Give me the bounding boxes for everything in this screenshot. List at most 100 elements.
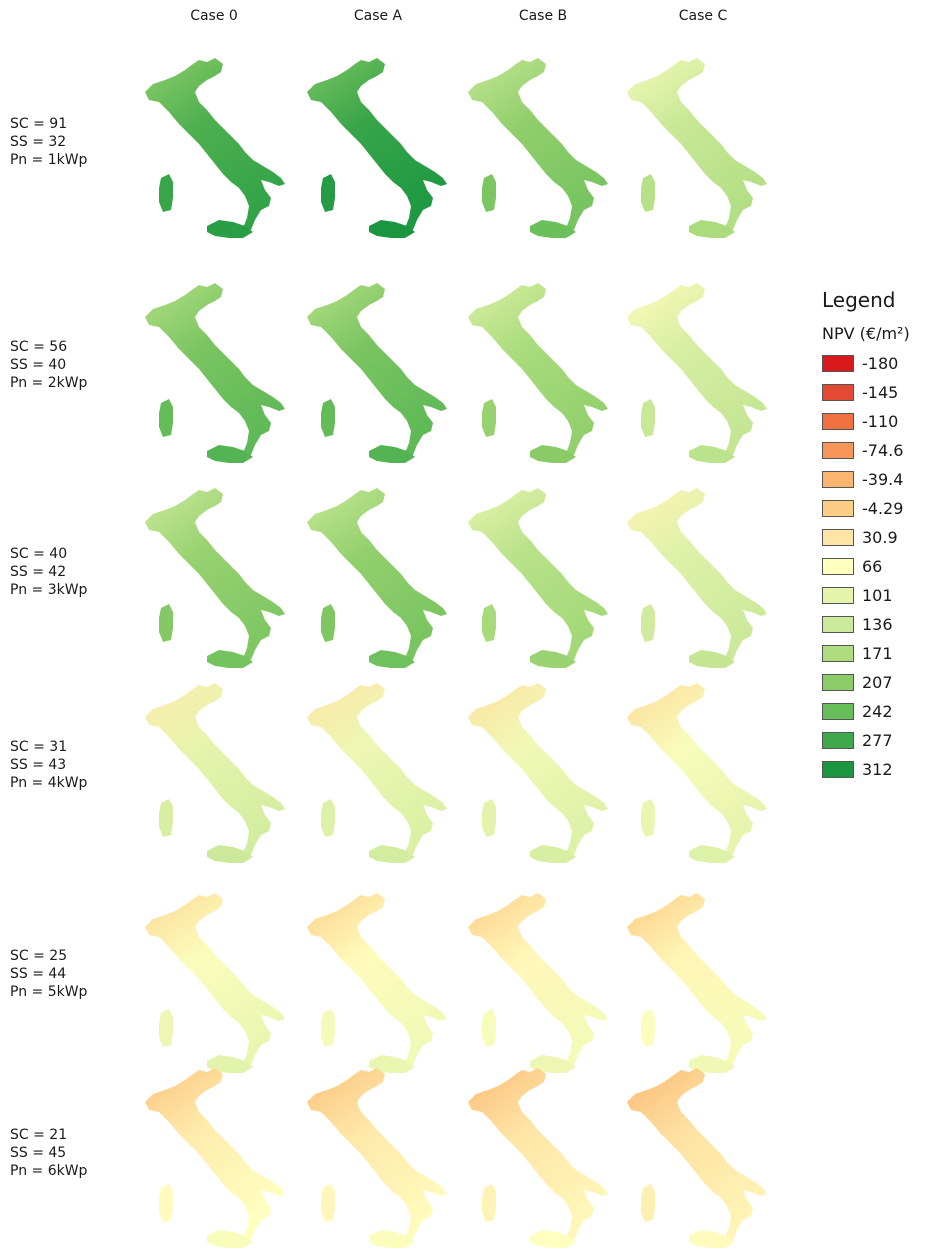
legend-swatch [822,442,854,459]
sardinia-region [159,399,173,437]
mainland-region [145,1068,285,1240]
mainland-region [468,1068,608,1240]
sicily-region [207,1230,253,1248]
sicily-region [369,220,415,238]
sicily-region [530,220,576,238]
italy-map [468,58,608,238]
legend-value: 171 [862,644,893,663]
mainland-region [307,283,447,455]
row-label-sc: SC = 91 [10,116,68,132]
legend-value: 207 [862,673,893,692]
sardinia-region [482,174,496,212]
sicily-region [689,220,735,238]
sardinia-region [641,174,655,212]
legend-swatch [822,703,854,720]
legend-swatch [822,413,854,430]
mainland-region [145,283,285,455]
row-label: SC = 31 SS = 43 Pn = 4kWp [10,738,87,792]
legend-unit: NPV (€/m²) [822,324,910,343]
mainland-region [627,1068,767,1240]
sicily-region [369,445,415,463]
sardinia-region [641,1009,655,1047]
legend-item: 136 [822,610,910,639]
legend-swatch [822,384,854,401]
row-label-ss: SS = 42 [10,564,67,580]
sardinia-region [159,1009,173,1047]
italy-map [145,1068,285,1248]
sardinia-region [482,399,496,437]
italy-map [307,683,447,863]
legend-swatch [822,587,854,604]
mainland-region [307,58,447,230]
legend-swatch [822,558,854,575]
italy-map [468,283,608,463]
mainland-region [307,893,447,1065]
row-label: SC = 40 SS = 42 Pn = 3kWp [10,545,87,599]
italy-map [468,1068,608,1248]
sardinia-region [482,1009,496,1047]
mainland-region [307,1068,447,1240]
row-label: SC = 25 SS = 44 Pn = 5kWp [10,947,87,1001]
sardinia-region [482,799,496,837]
legend-items: -180 -145 -110 -74.6 -39.4 -4.29 30.9 66 101 136 1… [822,349,910,784]
legend-swatch [822,761,854,778]
sardinia-region [482,1184,496,1222]
legend-item: 30.9 [822,523,910,552]
italy-map [627,283,767,463]
italy-map [627,893,767,1073]
sicily-region [207,1055,253,1073]
sicily-region [369,1055,415,1073]
italy-map [627,1068,767,1248]
sicily-region [689,445,735,463]
legend: Legend NPV (€/m²) -180 -145 -110 -74.6 -39.4… [822,288,910,784]
italy-map [307,488,447,668]
legend-value: -180 [862,354,899,373]
row-label-ss: SS = 43 [10,757,67,773]
mainland-region [468,283,608,455]
mainland-region [145,488,285,660]
legend-swatch [822,645,854,662]
legend-item: 101 [822,581,910,610]
italy-map [468,893,608,1073]
sardinia-region [321,1009,335,1047]
mainland-region [627,488,767,660]
sicily-region [530,1055,576,1073]
legend-value: -39.4 [862,470,904,489]
italy-map [307,1068,447,1248]
legend-title: Legend [822,288,896,312]
sicily-region [207,445,253,463]
row-label-sc: SC = 31 [10,739,68,755]
legend-item: 171 [822,639,910,668]
sicily-region [207,650,253,668]
legend-swatch [822,471,854,488]
sardinia-region [321,399,335,437]
sardinia-region [641,604,655,642]
legend-value: 136 [862,615,893,634]
sardinia-region [641,799,655,837]
sardinia-region [641,1184,655,1222]
italy-map [468,488,608,668]
mainland-region [627,893,767,1065]
row-label: SC = 91 SS = 32 Pn = 1kWp [10,115,87,169]
mainland-region [307,488,447,660]
mainland-region [627,283,767,455]
italy-map [627,683,767,863]
mainland-region [307,683,447,855]
legend-item: -145 [822,378,910,407]
sardinia-region [321,604,335,642]
row-label-pn: Pn = 5kWp [10,984,88,1000]
row-label-sc: SC = 25 [10,948,68,964]
row-label-sc: SC = 21 [10,1127,68,1143]
sicily-region [689,1230,735,1248]
italy-map [145,58,285,238]
row-label-ss: SS = 40 [10,357,67,373]
italy-map [145,283,285,463]
italy-map [627,58,767,238]
sardinia-region [482,604,496,642]
row-label-pn: Pn = 2kWp [10,375,88,391]
legend-item: -180 [822,349,910,378]
row-label-pn: Pn = 4kWp [10,775,88,791]
row-label-ss: SS = 44 [10,966,67,982]
sardinia-region [159,604,173,642]
sardinia-region [321,799,335,837]
